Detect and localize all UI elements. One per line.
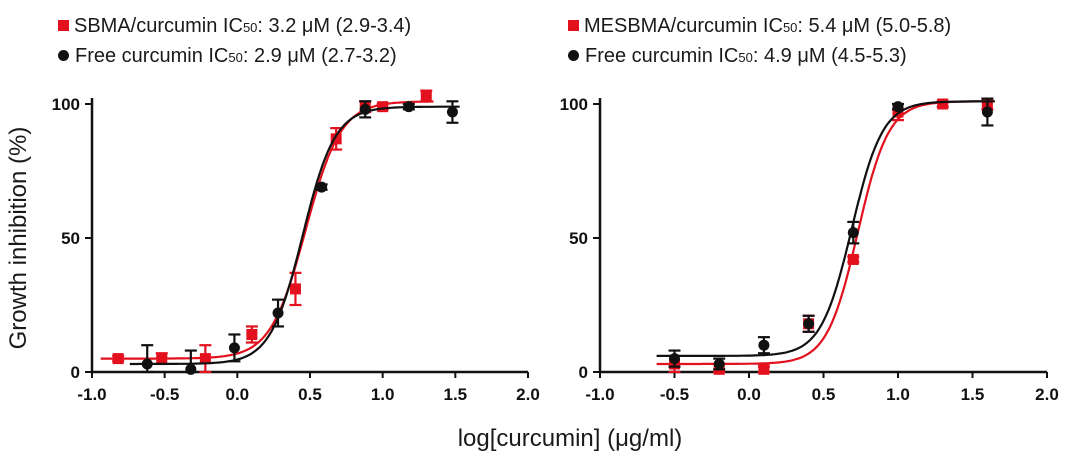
right-x-tick-label: 0.0	[737, 385, 761, 404]
right-fit-curve-1	[656, 100, 995, 366]
left-data-point-circle	[228, 342, 240, 354]
right-legend-entry-1: MESBMA/curcumin IC50: 5.4 μM (5.0-5.8)	[568, 13, 951, 41]
right-series-2-ic50: 4.9 μM (4.5-5.3)	[763, 45, 907, 67]
left-series-2-name: Free curcumin	[75, 45, 203, 67]
left-fit-curve-2	[129, 105, 460, 366]
right-x-tick-label: 1.0	[886, 385, 910, 404]
left-y-tick-label: 0	[71, 363, 80, 382]
right-x-tick-label: 2.0	[1035, 385, 1059, 404]
right-fit-curve-2	[656, 100, 995, 357]
left-x-tick-label: 0.5	[298, 385, 322, 404]
right-legend-entry-2: Free curcumin IC50: 4.9 μM (4.5-5.3)	[568, 43, 907, 71]
right-series-2-name: Free curcumin	[585, 45, 713, 67]
left-y-tick-label: 50	[61, 229, 80, 248]
left-x-tick-label: -0.5	[150, 385, 179, 404]
right-data-point-square	[847, 253, 859, 265]
left-data-point-square	[330, 133, 342, 145]
red-square-marker-icon	[568, 20, 579, 31]
left-data-point-circle	[446, 106, 458, 118]
right-x-tick-label: -1.0	[585, 385, 614, 404]
left-x-tick-label: 1.0	[371, 385, 395, 404]
black-circle-marker-icon	[58, 50, 69, 61]
right-series-1-ic50: 5.4 μM (5.0-5.8)	[808, 15, 952, 37]
right-data-point-square	[758, 363, 770, 375]
right-data-point-circle	[713, 358, 725, 370]
right-data-point-circle	[669, 353, 680, 365]
left-data-point-square	[246, 328, 258, 340]
right-data-point-circle	[803, 318, 815, 330]
left-series-1-ic50: 3.2 μM (2.9-3.4)	[268, 15, 412, 37]
red-square-marker-icon	[58, 20, 69, 31]
left-legend-entry-1: SBMA/curcumin IC50: 3.2 μM (2.9-3.4)	[58, 13, 411, 41]
left-data-point-circle	[185, 363, 197, 375]
right-y-tick-label: 0	[579, 363, 588, 382]
left-y-tick-label: 100	[52, 95, 80, 114]
left-data-point-square	[420, 90, 432, 102]
right-y-tick-label: 100	[560, 95, 588, 114]
left-data-point-circle	[141, 358, 153, 370]
right-data-point-circle	[758, 339, 770, 351]
left-x-tick-label: 1.5	[444, 385, 468, 404]
left-data-point-square	[112, 353, 124, 365]
y-axis-title: Growth inhibition (%)	[5, 127, 32, 350]
right-x-tick-label: -0.5	[660, 385, 689, 404]
left-series-1-name: SBMA/curcumin	[74, 15, 218, 37]
right-data-point-square	[937, 98, 949, 110]
right-x-tick-label: 1.5	[961, 385, 985, 404]
left-data-point-square	[289, 283, 301, 295]
right-x-tick-label: 0.5	[812, 385, 836, 404]
left-data-point-square	[199, 353, 211, 365]
left-data-point-circle	[316, 181, 328, 193]
left-data-point-square	[377, 101, 389, 113]
left-x-tick-label: -1.0	[77, 385, 106, 404]
left-data-point-circle	[359, 103, 371, 115]
left-legend-entry-2: Free curcumin IC50: 2.9 μM (2.7-3.2)	[58, 43, 397, 71]
black-circle-marker-icon	[568, 50, 579, 61]
x-axis-title: log[curcumin] (μg/ml)	[458, 425, 683, 452]
left-fit-curve-1	[100, 100, 434, 360]
left-data-point-square	[156, 353, 168, 365]
right-data-point-circle	[981, 106, 993, 118]
left-x-tick-label: 0.0	[226, 385, 250, 404]
left-data-point-circle	[272, 307, 284, 319]
right-y-tick-label: 50	[569, 229, 588, 248]
right-data-point-circle	[892, 101, 904, 113]
left-data-point-circle	[403, 101, 415, 113]
right-data-point-circle	[847, 227, 859, 239]
left-x-tick-label: 2.0	[516, 385, 540, 404]
left-series-2-ic50: 2.9 μM (2.7-3.2)	[253, 45, 397, 67]
right-series-1-name: MESBMA/curcumin	[584, 15, 758, 37]
